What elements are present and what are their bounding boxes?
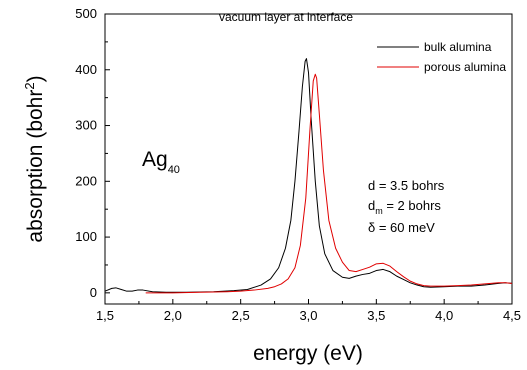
d-annotation: d = 3.5 bohrs bbox=[368, 178, 445, 193]
y-tick-label: 200 bbox=[75, 173, 97, 188]
x-tick-label: 2,5 bbox=[232, 308, 250, 323]
dm-prefix: d bbox=[368, 198, 375, 213]
x-tick-label: 4,0 bbox=[435, 308, 453, 323]
x-tick-label: 3,5 bbox=[367, 308, 385, 323]
y-axis-title-close: ) bbox=[24, 75, 47, 82]
x-tick-label: 3,0 bbox=[299, 308, 317, 323]
x-tick-label: 1,5 bbox=[96, 308, 114, 323]
y-tick-label: 0 bbox=[90, 285, 97, 300]
y-axis: 0 100 200 300 400 500 bbox=[75, 6, 110, 300]
legend: bulk alumina porous alumina bbox=[377, 40, 506, 74]
y-tick-label: 100 bbox=[75, 229, 97, 244]
delta-annotation: δ = 60 meV bbox=[368, 220, 435, 235]
dm-annotation: dm = 2 bohrs bbox=[368, 198, 441, 216]
y-axis-title: absorption (bohr2) bbox=[22, 75, 47, 242]
chart-title: vacuum layer at interface bbox=[219, 10, 353, 24]
y-tick-label: 300 bbox=[75, 118, 97, 133]
dm-subscript: m bbox=[375, 206, 383, 216]
species-label: Ag40 bbox=[142, 148, 180, 176]
species-subscript: 40 bbox=[168, 164, 180, 176]
y-tick-label: 400 bbox=[75, 62, 97, 77]
x-axis: 1,5 2,0 2,5 3,0 3,5 4,0 4,5 bbox=[96, 299, 521, 323]
y-axis-title-main: absorption (bohr bbox=[24, 90, 47, 243]
dm-rest: = 2 bohrs bbox=[383, 198, 442, 213]
x-tick-label: 4,5 bbox=[503, 308, 521, 323]
series-line-bulk-alumina bbox=[104, 58, 513, 293]
y-axis-title-sup: 2 bbox=[22, 82, 37, 89]
series-line-porous-alumina bbox=[145, 73, 513, 294]
legend-label-bulk-alumina: bulk alumina bbox=[424, 40, 492, 54]
legend-label-porous-alumina: porous alumina bbox=[424, 60, 506, 74]
species-main: Ag bbox=[142, 148, 168, 171]
y-tick-label: 500 bbox=[75, 6, 97, 21]
series-layer bbox=[104, 58, 513, 294]
x-axis-title: energy (eV) bbox=[253, 342, 363, 365]
x-tick-label: 2,0 bbox=[164, 308, 182, 323]
